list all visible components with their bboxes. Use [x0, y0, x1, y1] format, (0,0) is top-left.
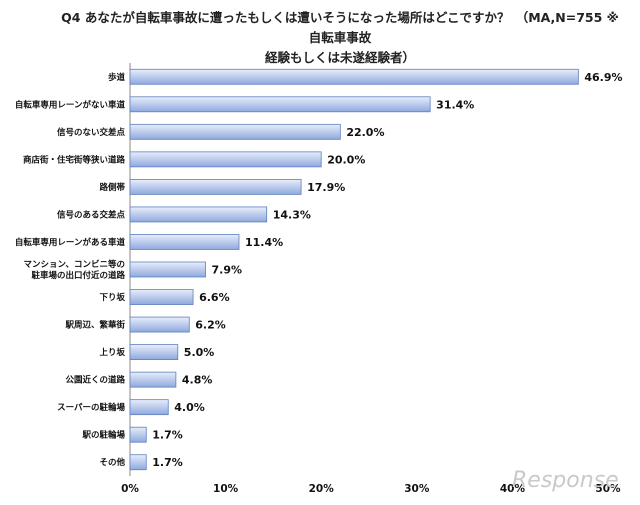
data-label-1: 46.9% — [584, 71, 622, 84]
bar-11 — [129, 344, 179, 361]
bar-13 — [129, 399, 169, 416]
data-label-8: 7.9% — [212, 264, 243, 277]
category-label-5: 路側帯 — [99, 182, 125, 193]
x-tick-label-5: 40% — [500, 483, 526, 495]
category-label-8-line-2: 駐車場の出口付近の道路 — [31, 270, 125, 281]
data-label-9: 6.6% — [199, 291, 230, 304]
category-label-12: 公園近くの道路 — [65, 375, 125, 386]
category-label-2: 自転車専用レーンがない車道 — [15, 99, 126, 110]
category-label-8-line-1: マンション、コンビニ等の — [24, 259, 126, 270]
bar-15 — [129, 454, 147, 471]
chart-title-line-2: 経験もしくは未遂経験者） — [264, 50, 415, 65]
bar-3 — [129, 123, 341, 140]
data-label-12: 4.8% — [182, 374, 213, 387]
bar-7 — [129, 234, 240, 250]
chart-title: Q4 あなたが自転車事故に遭ったもしくは遭いそうになった場所はどこですか？ （M… — [60, 8, 620, 68]
category-label-7: 自転車専用レーンがある車道 — [15, 237, 126, 248]
data-label-11: 5.0% — [184, 346, 215, 359]
watermark-logo: Response — [512, 468, 619, 493]
category-label-11: 上り坂 — [99, 347, 125, 358]
data-label-10: 6.2% — [195, 319, 226, 332]
category-label-14: 駅の駐輪場 — [82, 430, 125, 441]
bar-9 — [129, 289, 194, 305]
bar-12 — [129, 371, 177, 388]
category-label-4: 商店街・住宅街等狭い道路 — [23, 154, 126, 165]
x-tick-label-4: 30% — [404, 483, 430, 495]
x-tick-label-1: 0% — [121, 483, 139, 495]
data-label-13: 4.0% — [174, 401, 205, 414]
bar-6 — [129, 206, 268, 223]
bar-1 — [129, 68, 579, 85]
bar-14 — [129, 426, 147, 443]
category-label-15: その他 — [99, 457, 125, 468]
category-label-1: 歩道 — [108, 72, 126, 83]
x-tick-label-3: 20% — [309, 483, 335, 495]
data-label-14: 1.7% — [152, 429, 183, 442]
category-label-9: 下り坂 — [99, 292, 125, 303]
category-label-3: 信号のない交差点 — [57, 127, 126, 138]
x-tick-label-6: 50% — [595, 483, 621, 495]
bar-8 — [129, 261, 206, 278]
data-label-3: 22.0% — [346, 126, 384, 139]
bar-4 — [129, 151, 322, 168]
bar-2 — [129, 96, 431, 113]
category-label-13: スーパーの駐輪場 — [57, 402, 125, 413]
x-tick-label-2: 10% — [213, 483, 239, 495]
data-label-5: 17.9% — [307, 181, 345, 194]
bars-layer — [129, 68, 579, 471]
category-labels-layer: 46.9% 歩道 31.4% 自転車専用レーンがない車道 22.0% 信号のない交差点 20… — [15, 71, 623, 469]
category-label-6: 信号のある交差点 — [57, 209, 126, 220]
data-label-2: 31.4% — [436, 98, 474, 111]
data-label-6: 14.3% — [273, 208, 311, 221]
data-label-15: 1.7% — [152, 456, 183, 469]
x-tick-labels-layer: 0% 10% 20% 30% 40% 50% — [121, 483, 621, 495]
bar-10 — [129, 316, 190, 333]
bar-5 — [129, 178, 302, 195]
data-label-7: 11.4% — [245, 236, 283, 249]
category-label-10: 駅周辺、繁華街 — [65, 320, 125, 331]
data-label-4: 20.0% — [327, 153, 365, 166]
chart-title-line-1: Q4 あなたが自転車事故に遭ったもしくは遭いそうになった場所はどこですか？ （M… — [61, 10, 619, 45]
